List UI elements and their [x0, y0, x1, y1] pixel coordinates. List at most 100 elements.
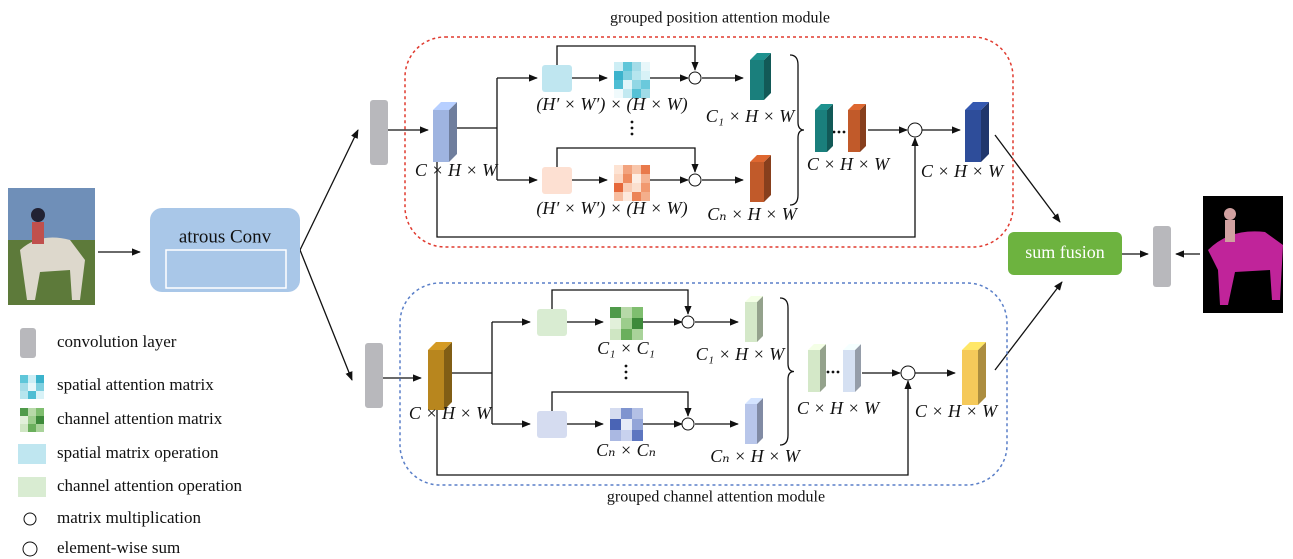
matrix-cell	[28, 424, 36, 432]
matrix-cell	[623, 165, 632, 174]
legend-label: channel attention matrix	[57, 409, 223, 428]
matrix-cell	[20, 391, 28, 399]
matrix-cell	[614, 174, 623, 183]
matrix-cell	[632, 307, 643, 318]
dim-label: (H′ × W′) × (H × W)	[536, 198, 687, 219]
matrix-cell	[641, 183, 650, 192]
legend-label: convolution layer	[57, 332, 177, 351]
ellipsis-dot	[631, 133, 634, 136]
matrix-cell	[610, 307, 621, 318]
matrix-cell	[610, 408, 621, 419]
feature-block	[965, 110, 981, 162]
matrix-cell	[20, 375, 28, 383]
matrix-cell	[20, 416, 28, 424]
matrix-multiplication	[689, 72, 701, 84]
ellipsis-dot	[832, 371, 835, 374]
matrix-cell	[641, 71, 650, 80]
arrow	[995, 282, 1062, 370]
dim-label: Cₙ × H × W	[707, 204, 799, 224]
element-wise-sum	[908, 123, 922, 137]
feature-block	[827, 104, 833, 152]
legend-label: matrix multiplication	[57, 508, 202, 527]
matrix-cell	[621, 318, 632, 329]
matrix-cell	[632, 62, 641, 71]
page: {"atrous_conv": "atrous Conv", "sum_fusi…	[0, 0, 1293, 559]
dim-label: C₁ × H × W	[706, 106, 797, 126]
feature-block	[745, 404, 757, 444]
matrix-cell	[36, 375, 44, 383]
convolution-layer	[370, 100, 388, 165]
channel-op	[537, 309, 567, 336]
feature-block	[449, 102, 457, 162]
matrix-cell	[641, 80, 650, 89]
matrix-cell	[36, 383, 44, 391]
dim-label: C₁ × H × W	[696, 344, 787, 364]
matrix-cell	[621, 419, 632, 430]
arrow	[300, 250, 352, 380]
matrix-cell	[632, 183, 641, 192]
arrow	[437, 381, 908, 475]
matrix-cell	[614, 71, 623, 80]
feature-block	[815, 110, 827, 152]
matrix-multiplication	[682, 316, 694, 328]
element-wise-sum	[23, 542, 37, 556]
matrix-cell	[632, 80, 641, 89]
matrix-cell	[28, 383, 36, 391]
matrix-cell	[28, 408, 36, 416]
feature-block	[757, 398, 763, 444]
matrix-cell	[641, 62, 650, 71]
arrow	[300, 130, 358, 250]
feature-block	[843, 350, 855, 392]
legend-channel-op	[18, 477, 46, 497]
matrix-cell	[36, 416, 44, 424]
ellipsis-dot	[827, 371, 830, 374]
feature-block	[855, 344, 861, 392]
matrix-cell	[623, 183, 632, 192]
matrix-cell	[632, 71, 641, 80]
arrow	[995, 135, 1060, 222]
matrix-cell	[632, 165, 641, 174]
dim-label: C × H × W	[915, 401, 999, 421]
atrous-conv-label: atrous Conv	[179, 226, 272, 247]
legend-label: element-wise sum	[57, 538, 180, 557]
legend-label: spatial attention matrix	[57, 375, 214, 394]
matrix-cell	[621, 408, 632, 419]
matrix-cell	[20, 424, 28, 432]
matrix-cell	[614, 165, 623, 174]
ellipsis-dot	[843, 131, 846, 134]
feature-block	[820, 344, 826, 392]
matrix-cell	[632, 408, 643, 419]
matrix-cell	[610, 419, 621, 430]
dim-label: C × H × W	[797, 398, 881, 418]
feature-block	[962, 350, 978, 405]
matrix-cell	[36, 408, 44, 416]
dim-label: C × H × W	[415, 160, 499, 180]
feature-block	[428, 350, 444, 410]
matrix-cell	[20, 383, 28, 391]
spatial-op	[542, 167, 572, 194]
legend-label: spatial matrix operation	[57, 443, 219, 462]
ellipsis-dot	[833, 131, 836, 134]
matrix-multiplication	[689, 174, 701, 186]
matrix-cell	[632, 419, 643, 430]
brace	[780, 298, 794, 445]
channel-op	[537, 411, 567, 438]
matrix-multiplication	[682, 418, 694, 430]
feature-block	[764, 155, 771, 202]
matrix-cell	[36, 424, 44, 432]
feature-block	[745, 302, 757, 342]
legend-label: channel attention operation	[57, 476, 243, 495]
ellipsis-dot	[631, 127, 634, 130]
feature-block	[981, 102, 989, 162]
element-wise-sum	[901, 366, 915, 380]
matrix-cell	[28, 416, 36, 424]
ellipsis-dot	[625, 377, 628, 380]
matrix-cell	[623, 80, 632, 89]
channel-module-title: grouped channel attention module	[607, 489, 825, 506]
matrix-cell	[20, 408, 28, 416]
brace	[790, 55, 804, 205]
matrix-cell	[621, 307, 632, 318]
matrix-cell	[641, 165, 650, 174]
matrix-cell	[614, 80, 623, 89]
ellipsis-dot	[631, 121, 634, 124]
